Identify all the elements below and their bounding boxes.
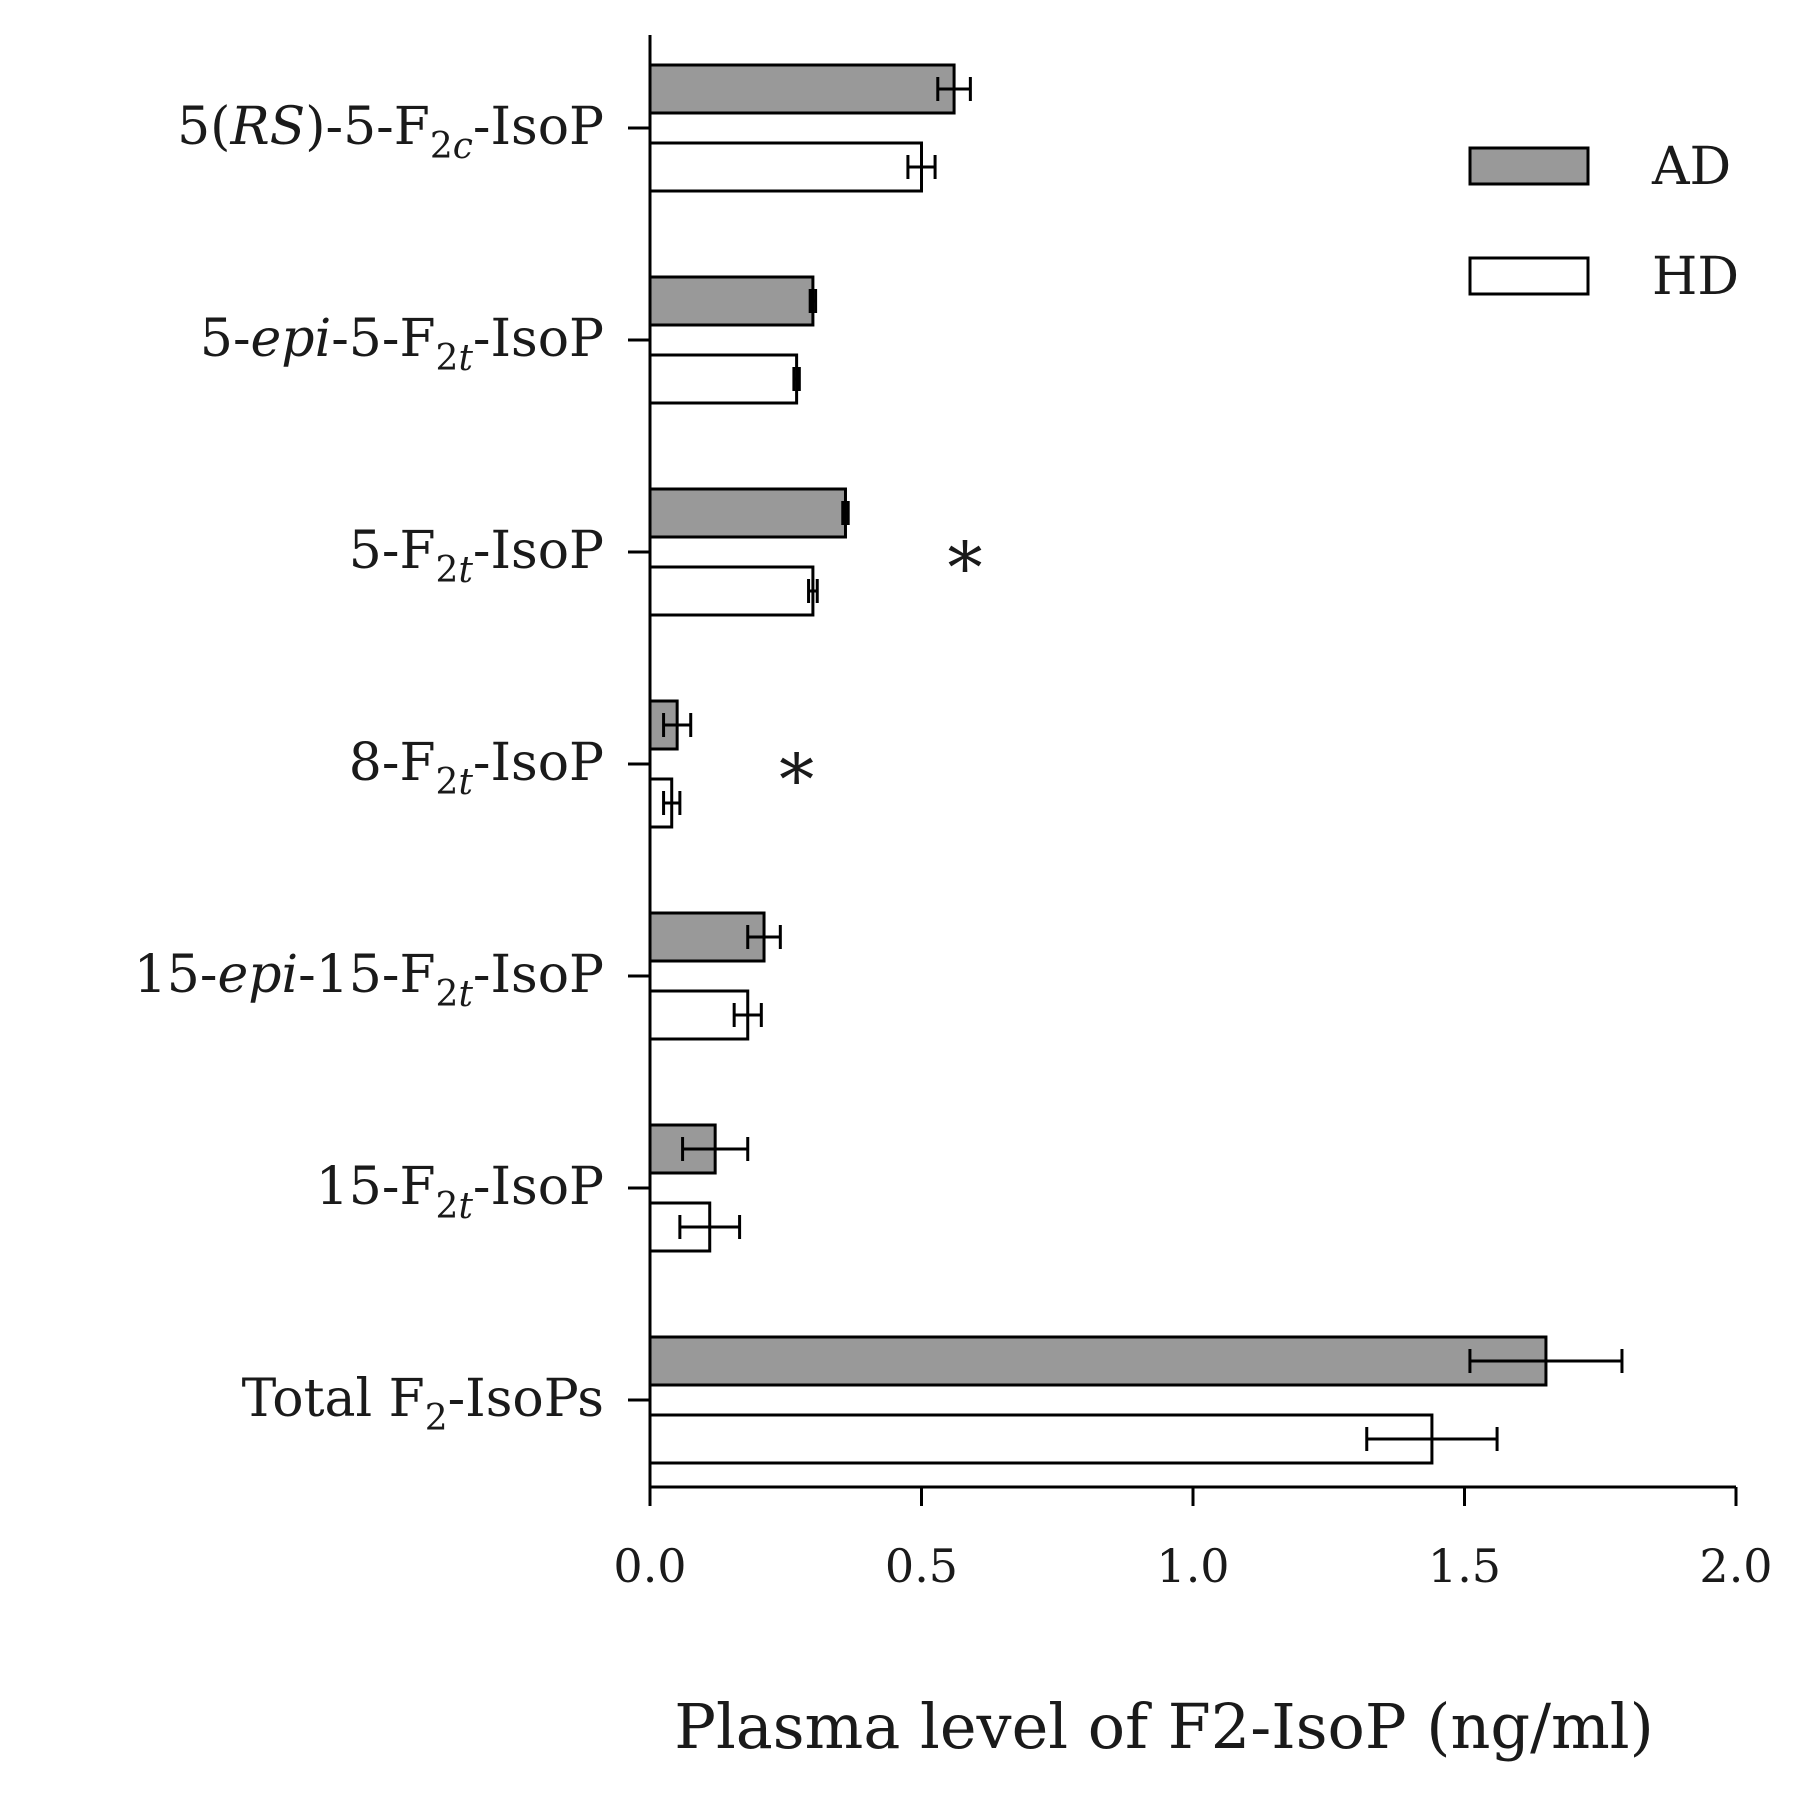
category-label-total: Total F2-IsoPs	[242, 1369, 604, 1439]
category-label-15f2t: 15-F2t-IsoP	[316, 1157, 604, 1227]
error-bar-ad-epi5f2t	[808, 289, 818, 313]
error-bar-hd-15f2t	[678, 1215, 742, 1239]
error-bar-hd-epi15f2t	[732, 1003, 763, 1027]
error-bar-hd-rs5f2c	[906, 155, 937, 179]
legend-swatch-hd	[1468, 256, 1590, 296]
significance-annotations: **	[779, 527, 982, 821]
legend-swatch-ad	[1468, 146, 1590, 186]
legend: AD HD	[1468, 137, 1739, 307]
error-bar-ad-8f2t	[662, 713, 693, 737]
category-label-5f2t: 5-F2t-IsoP	[349, 521, 604, 591]
x-tick-label: 2.0	[1699, 1539, 1772, 1593]
bar-ad-5f2t	[648, 487, 847, 539]
error-bar-hd-8f2t	[662, 791, 682, 815]
error-bar-ad-5f2t	[841, 501, 850, 525]
legend-label-hd: HD	[1652, 247, 1739, 307]
error-bar-ad-epi15f2t	[746, 925, 782, 949]
error-bar-hd-5f2t	[807, 579, 819, 603]
bar-ad-total	[648, 1335, 1548, 1387]
bar-hd-epi5f2t	[648, 353, 799, 405]
bar-ad-epi5f2t	[648, 275, 815, 327]
category-label-rs5f2c: 5(RS)-5-F2c-IsoP	[177, 97, 604, 167]
x-tick-label: 0.5	[885, 1539, 958, 1593]
bar-hd-total	[648, 1413, 1434, 1465]
x-axis-title: Plasma level of F2-IsoP (ng/ml)	[674, 1690, 1654, 1763]
error-bar-ad-total	[1468, 1349, 1624, 1373]
x-ticks: 0.0 0.5 1.0 1.5 2.0	[613, 1487, 1773, 1593]
category-label-8f2t: 8-F2t-IsoP	[349, 733, 604, 803]
x-tick-label: 1.5	[1428, 1539, 1501, 1593]
x-tick-label: 0.0	[613, 1539, 686, 1593]
error-bar-hd-epi5f2t	[792, 367, 801, 391]
bar-ad-epi15f2t	[648, 911, 766, 963]
error-bar-ad-rs5f2c	[936, 77, 972, 101]
x-tick-label: 1.0	[1156, 1539, 1229, 1593]
error-bar-layer	[662, 77, 1624, 1451]
significance-marker: *	[779, 739, 814, 821]
category-label-epi5f2t: 5-epi-5-F2t-IsoP	[200, 309, 604, 379]
bar-ad-rs5f2c	[648, 63, 956, 115]
error-bar-ad-15f2t	[681, 1137, 750, 1161]
error-bar-hd-total	[1365, 1427, 1499, 1451]
category-labels: 5(RS)-5-F2c-IsoP 5-epi-5-F2t-IsoP 5-F2t-Is…	[134, 97, 650, 1439]
legend-label-ad: AD	[1651, 137, 1731, 197]
bar-hd-5f2t	[648, 565, 815, 617]
bar-hd-rs5f2c	[648, 141, 923, 193]
significance-marker: *	[947, 527, 982, 609]
bar-layer	[648, 63, 1548, 1465]
category-label-epi15f2t: 15-epi-15-F2t-IsoP	[134, 945, 604, 1015]
